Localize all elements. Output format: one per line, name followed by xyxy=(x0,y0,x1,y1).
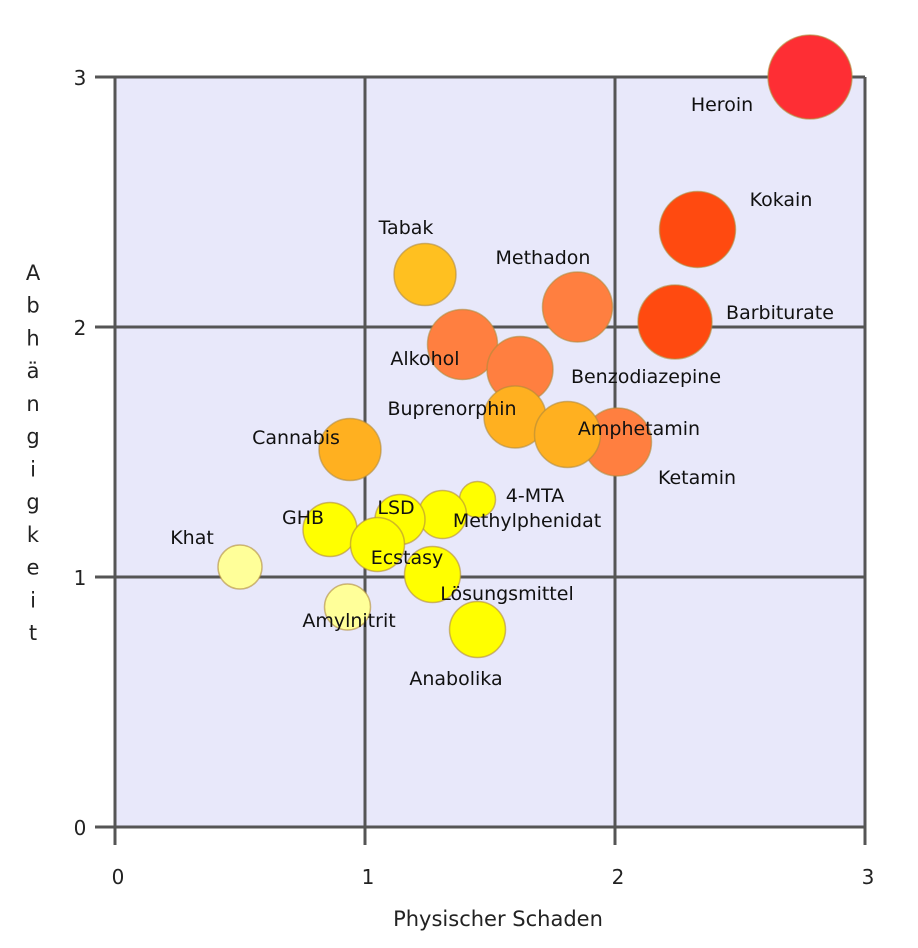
bubble-ecstasy xyxy=(349,516,406,573)
y-axis-title-letter: n xyxy=(26,392,39,416)
x-tick-label: 2 xyxy=(612,865,625,889)
x-tick-label: 1 xyxy=(362,865,375,889)
point-label: Amylnitrit xyxy=(302,610,395,632)
x-tick-label: 3 xyxy=(862,865,875,889)
point-label: Amphetamin xyxy=(578,418,700,440)
point-label: Benzodiazepine xyxy=(571,366,721,388)
y-axis-title-letter: k xyxy=(27,523,40,547)
bubble-khat xyxy=(217,544,263,590)
bubble-amphetamin xyxy=(533,400,602,469)
point-label: Alkohol xyxy=(390,348,459,370)
point-labels: Heroin Kokain Barbiturate Methadon Tabak Alko… xyxy=(170,94,834,690)
y-axis-title-letter: i xyxy=(30,588,36,612)
ticks: 0 1 2 3 0 1 2 3 xyxy=(74,66,875,889)
point-label: LSD xyxy=(377,497,414,519)
bubble-methadon xyxy=(541,271,614,343)
bubble-kokain xyxy=(658,190,737,269)
y-axis-title-letter: e xyxy=(27,556,40,580)
bubble-amylnitrit xyxy=(323,583,372,631)
point-label: Ecstasy xyxy=(371,547,444,569)
y-axis-title-letter: b xyxy=(26,294,39,318)
bubble-cannabis xyxy=(318,417,382,482)
point-label: Kokain xyxy=(750,189,813,211)
y-axis-title-letter: A xyxy=(26,261,41,285)
bubble-heroin xyxy=(767,34,853,120)
point-label: Anabolika xyxy=(409,668,502,690)
y-tick-label: 2 xyxy=(74,316,87,340)
point-label: Buprenorphin xyxy=(387,398,516,420)
point-label: Cannabis xyxy=(252,427,340,449)
y-axis-title-letter: g xyxy=(26,425,39,449)
point-label: Khat xyxy=(170,527,214,549)
point-label: Lösungsmittel xyxy=(440,583,573,605)
y-axis-title-letter: h xyxy=(26,326,39,350)
x-tick-label: 0 xyxy=(112,865,125,889)
point-label: Heroin xyxy=(691,94,753,116)
y-axis-title-letter: ä xyxy=(27,359,40,383)
bubble-barbiturate xyxy=(637,284,713,360)
point-label: Barbiturate xyxy=(726,302,834,324)
point-label: Methadon xyxy=(496,247,591,269)
bubble-tabak xyxy=(393,242,457,307)
y-axis-title-letter: g xyxy=(26,490,39,514)
point-label: 4-MTA xyxy=(506,485,564,507)
y-axis-title-letter: i xyxy=(30,457,36,481)
point-label: Ketamin xyxy=(658,467,736,489)
bubbles xyxy=(217,34,853,659)
y-axis-title-letter: t xyxy=(29,621,37,645)
plot-background xyxy=(115,77,865,827)
y-tick-label: 3 xyxy=(74,66,87,90)
point-label: Methylphenidat xyxy=(453,510,601,532)
point-label: Tabak xyxy=(378,217,434,239)
x-axis-title: Physischer Schaden xyxy=(393,907,603,931)
point-label: GHB xyxy=(282,507,324,529)
bubble-lösungsmittel xyxy=(403,545,462,604)
bubble-anabolika xyxy=(448,600,507,659)
y-tick-label: 0 xyxy=(74,816,87,840)
y-tick-label: 1 xyxy=(74,566,87,590)
